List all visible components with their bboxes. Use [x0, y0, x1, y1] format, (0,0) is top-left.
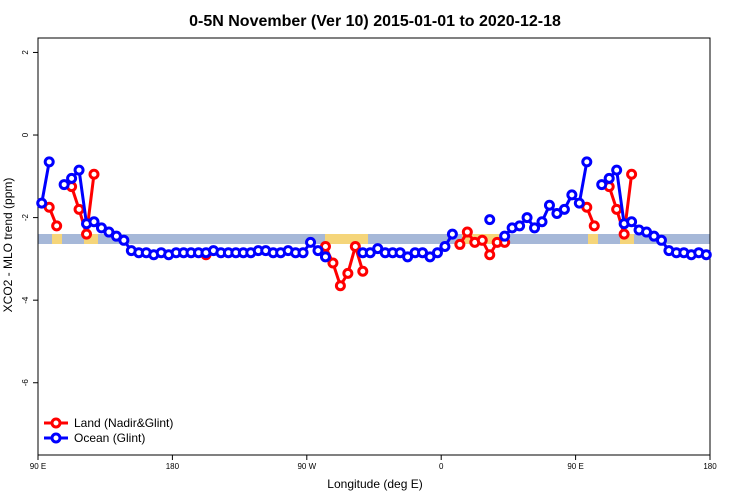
point [454, 238, 466, 250]
legend-label: Ocean (Glint) [74, 431, 145, 445]
point [521, 212, 533, 224]
x-axis-label: Longitude (deg E) [327, 477, 422, 491]
point [334, 280, 346, 292]
x-tick-label: 90 E [30, 462, 46, 471]
point [81, 228, 93, 240]
x-tick-label: 0 [439, 462, 444, 471]
point [36, 197, 48, 209]
point [319, 251, 331, 263]
point [51, 220, 63, 232]
x-tick-label: 90 W [297, 462, 316, 471]
point [618, 228, 630, 240]
point [558, 203, 570, 215]
point [43, 156, 55, 168]
land-ocean-band [38, 234, 710, 244]
point [73, 203, 85, 215]
point [357, 265, 369, 277]
legend-marker [50, 417, 62, 429]
point [461, 226, 473, 238]
y-tick-label: -2 [21, 213, 30, 221]
x-tick-label: 180 [703, 462, 717, 471]
x-tick-label: 180 [166, 462, 180, 471]
point [297, 247, 309, 259]
y-tick-label: -4 [21, 296, 30, 304]
point [349, 241, 361, 252]
point [655, 234, 667, 246]
series-line [47, 174, 634, 290]
point [342, 267, 354, 279]
point [58, 179, 70, 191]
chart-title: 0-5N November (Ver 10) 2015-01-01 to 202… [189, 13, 561, 30]
point [446, 228, 458, 240]
point [603, 172, 615, 184]
point [700, 249, 712, 261]
plot-frame [37, 37, 711, 456]
point [305, 236, 317, 248]
y-tick-label: 0 [21, 132, 30, 137]
point [514, 220, 526, 232]
point [611, 203, 623, 215]
point [626, 168, 638, 180]
point [543, 199, 555, 211]
point [499, 230, 511, 242]
point [626, 216, 638, 228]
y-tick-label: -6 [21, 379, 30, 387]
point [476, 234, 488, 246]
point [439, 241, 451, 252]
legend-marker [50, 432, 62, 444]
point [566, 189, 578, 201]
point [573, 197, 585, 209]
point [312, 245, 324, 257]
legend-label: Land (Nadir&Glint) [74, 416, 173, 430]
point [484, 249, 496, 261]
point [529, 222, 541, 234]
y-axis-label: XCO2 - MLO trend (ppm) [1, 178, 15, 313]
point [66, 172, 78, 184]
point [484, 214, 496, 226]
point [611, 164, 623, 176]
point [596, 179, 608, 191]
x-tick-label: 90 E [567, 462, 583, 471]
point [431, 247, 443, 259]
y-tick-label: 2 [21, 50, 30, 55]
point [73, 164, 85, 176]
point [88, 168, 100, 180]
point [118, 234, 130, 246]
point [581, 156, 593, 168]
point [536, 216, 548, 228]
point [88, 216, 100, 228]
point [327, 257, 339, 269]
point [588, 220, 600, 232]
